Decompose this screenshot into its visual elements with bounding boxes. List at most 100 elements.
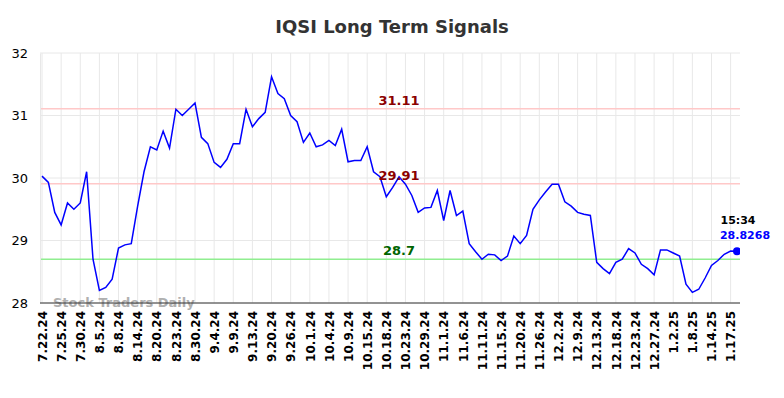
grid-line-y xyxy=(40,303,740,304)
grid-line-x xyxy=(328,53,329,303)
x-tick: 12.13.24 xyxy=(590,303,604,370)
grid-line-x xyxy=(118,53,119,303)
y-axis-line xyxy=(40,54,41,304)
x-tick-label: 10.23.24 xyxy=(399,311,413,370)
x-tick-label: 8.20.24 xyxy=(150,311,164,362)
x-axis: 7.22.247.25.247.30.248.5.248.8.248.14.24… xyxy=(36,303,740,370)
x-tick-label: 9.4.24 xyxy=(208,311,222,354)
x-tick: 10.23.24 xyxy=(399,303,413,370)
x-tick: 12.18.24 xyxy=(610,303,624,370)
last-point xyxy=(733,247,740,255)
grid-line-x xyxy=(596,53,597,303)
y-tick-label: 31 xyxy=(11,108,28,123)
reference-line xyxy=(40,183,740,185)
x-tick: 8.23.24 xyxy=(170,303,184,362)
x-tick: 11.26.24 xyxy=(533,303,547,370)
grid-line-x xyxy=(730,53,731,303)
grid xyxy=(40,53,740,303)
last-value: 28.8268 xyxy=(720,229,770,242)
x-tick-label: 9.20.24 xyxy=(265,311,279,362)
x-tick: 9.20.24 xyxy=(265,303,279,362)
grid-line-x xyxy=(692,53,693,303)
x-tick: 8.20.24 xyxy=(150,303,164,362)
grid-line-x xyxy=(156,53,157,303)
x-tick-label: 8.14.24 xyxy=(131,311,145,362)
grid-line-x xyxy=(577,53,578,303)
grid-line-x xyxy=(214,53,215,303)
y-tick: 29 xyxy=(11,233,40,248)
y-axis: 2829303132 xyxy=(11,46,40,311)
grid-line-x xyxy=(61,53,62,303)
x-tick: 10.1.24 xyxy=(303,303,317,362)
title: IQSI Long Term Signals xyxy=(275,16,509,37)
grid-line-x xyxy=(309,53,310,303)
x-tick: 12.27.24 xyxy=(648,303,662,370)
grid-line-x xyxy=(348,53,349,303)
x-tick: 1.14.25 xyxy=(705,303,719,362)
x-tick-label: 10.15.24 xyxy=(361,311,375,370)
grid-line-x xyxy=(99,53,100,303)
x-tick: 12.23.24 xyxy=(629,303,643,370)
grid-line-x xyxy=(558,53,559,303)
reference-label: 28.7 xyxy=(383,243,415,258)
x-tick-label: 12.18.24 xyxy=(610,311,624,370)
grid-line-x xyxy=(233,53,234,303)
x-tick-label: 9.9.24 xyxy=(227,311,241,354)
grid-line-x xyxy=(137,53,138,303)
grid-line-x xyxy=(520,53,521,303)
grid-line-x xyxy=(80,53,81,303)
plot-area xyxy=(40,77,740,293)
grid-line-x xyxy=(42,53,43,303)
last-time: 15:34 xyxy=(720,214,755,227)
grid-line-x xyxy=(424,53,425,303)
x-tick-label: 9.13.24 xyxy=(246,311,260,362)
y-tick-label: 29 xyxy=(11,233,28,248)
grid-line-x xyxy=(654,53,655,303)
grid-line-x xyxy=(634,53,635,303)
x-tick-label: 12.2.24 xyxy=(552,311,566,362)
x-tick-label: 12.13.24 xyxy=(590,311,604,370)
x-tick: 7.25.24 xyxy=(55,303,69,362)
x-tick-label: 11.6.24 xyxy=(457,311,471,362)
y-tick: 28 xyxy=(11,296,40,311)
grid-line-x xyxy=(443,53,444,303)
x-tick-label: 10.29.24 xyxy=(418,311,432,370)
y-tick-label: 28 xyxy=(11,296,28,311)
x-tick: 1.2.25 xyxy=(667,303,681,354)
x-tick-label: 1.17.25 xyxy=(724,311,738,362)
x-axis-line xyxy=(40,303,740,304)
x-tick: 9.13.24 xyxy=(246,303,260,362)
x-tick: 11.20.24 xyxy=(514,303,528,370)
grid-line-x xyxy=(271,53,272,303)
grid-line-x xyxy=(673,53,674,303)
y-tick: 30 xyxy=(11,171,40,186)
grid-line-x xyxy=(481,53,482,303)
x-tick-label: 8.23.24 xyxy=(170,311,184,362)
grid-line-x xyxy=(367,53,368,303)
grid-line-x xyxy=(462,53,463,303)
x-tick: 8.30.24 xyxy=(189,303,203,362)
x-tick: 10.9.24 xyxy=(342,303,356,362)
x-tick: 8.5.24 xyxy=(93,303,107,354)
x-tick-label: 8.8.24 xyxy=(112,311,126,354)
y-tick: 31 xyxy=(11,108,40,123)
x-tick: 10.18.24 xyxy=(380,303,394,370)
x-tick-label: 7.30.24 xyxy=(74,311,88,362)
x-tick-label: 11.11.24 xyxy=(476,311,490,370)
price-line xyxy=(42,77,737,293)
x-tick-label: 11.15.24 xyxy=(495,311,509,370)
x-tick: 1.17.25 xyxy=(724,303,738,362)
chart: Stock Traders Daily31.1129.9128.715:3428… xyxy=(0,0,784,398)
grid-line-x xyxy=(195,53,196,303)
reference-line xyxy=(40,108,740,110)
x-tick-label: 12.27.24 xyxy=(648,311,662,370)
grid-line-x xyxy=(539,53,540,303)
reference-label: 29.91 xyxy=(378,168,419,183)
x-tick-label: 10.4.24 xyxy=(323,311,337,362)
x-tick: 9.9.24 xyxy=(227,303,241,354)
grid-line-x xyxy=(615,53,616,303)
x-tick-label: 8.5.24 xyxy=(93,311,107,354)
grid-line-x xyxy=(290,53,291,303)
grid-line-x xyxy=(501,53,502,303)
x-tick-label: 11.1.24 xyxy=(437,311,451,362)
